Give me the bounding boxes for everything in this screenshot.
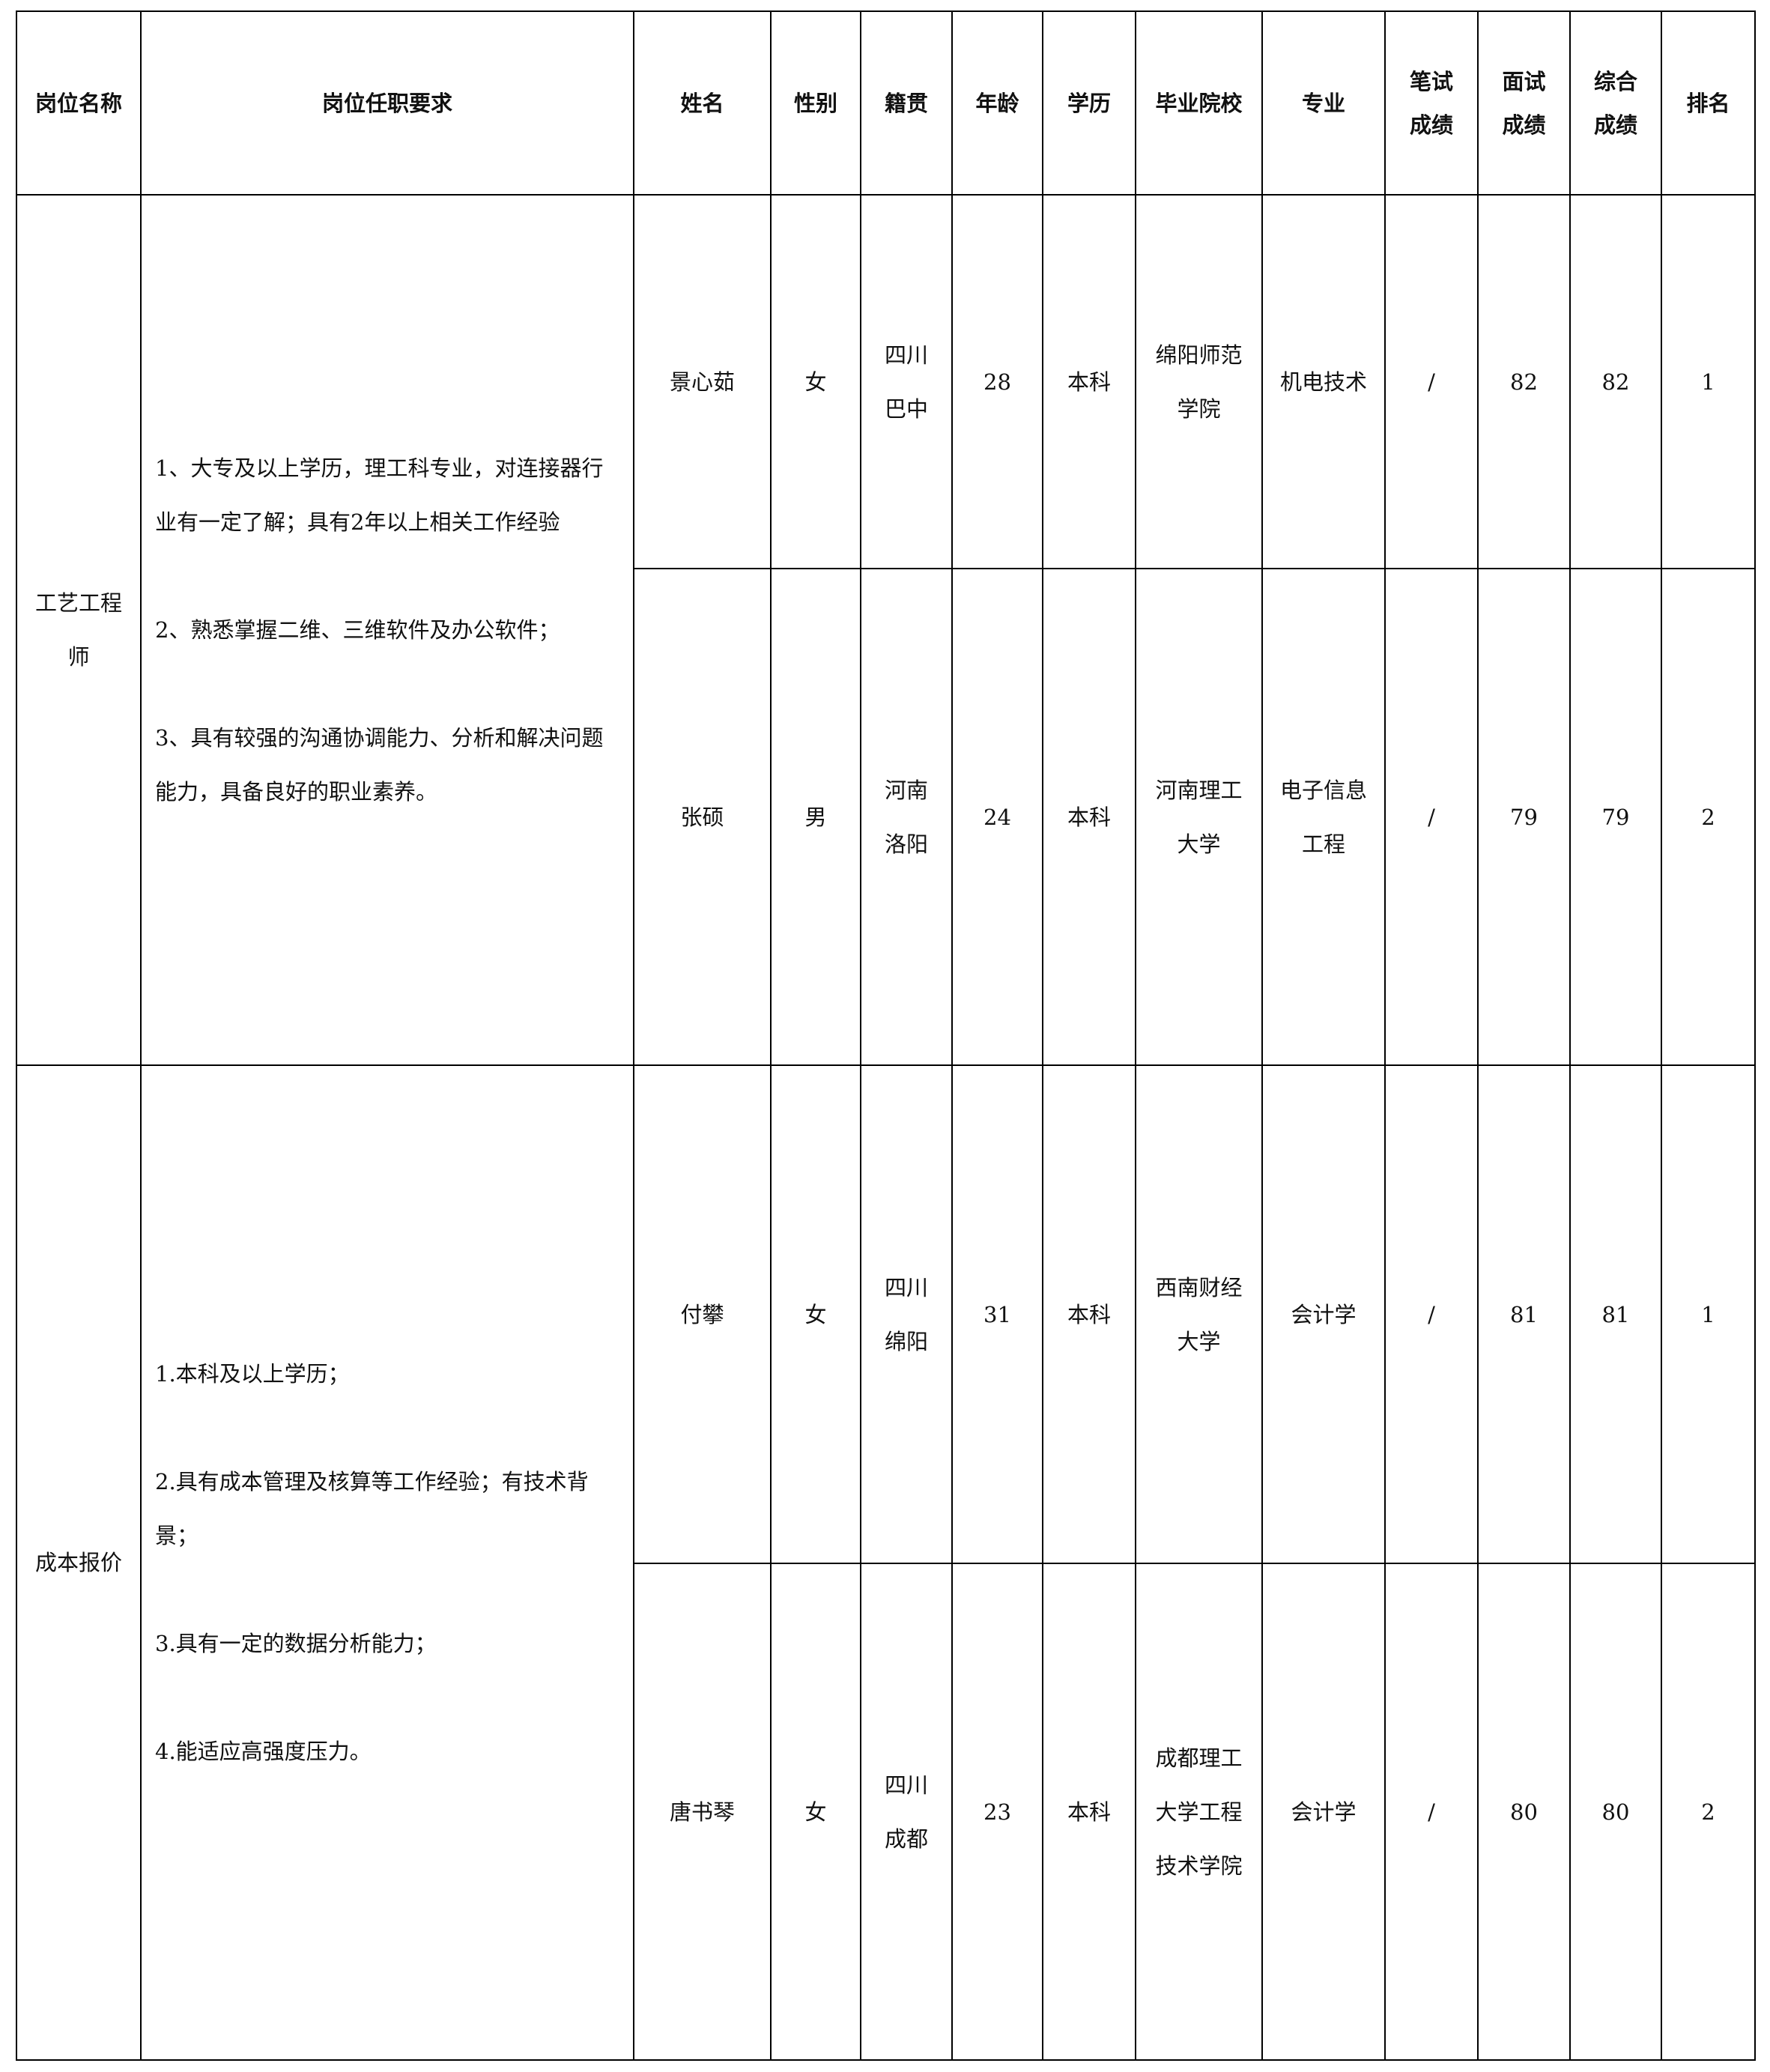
table-row: 唐书琴 女 四川 成都 23 本科 成都理工 大学工程 技术学院 会计学 / 8… [16,1563,1756,2061]
header-interview-score: 面试 成绩 [1477,10,1571,196]
candidate-major: 会计学 [1261,1563,1386,2061]
candidate-gender: 男 [770,568,861,1066]
requirement-item: 1.本科及以上学历； [155,1361,350,1387]
candidate-gender: 女 [770,1563,861,2061]
candidate-total-score: 80 [1569,1563,1662,2061]
candidate-major: 会计学 [1261,1064,1386,1564]
header-row: 岗位名称 岗位任职要求 姓名 性别 籍贯 年龄 学历 毕业院校 专业 笔试 成绩… [16,10,1756,196]
header-gender: 性别 [770,10,861,196]
candidate-school: 绵阳师范 学院 [1135,194,1263,569]
header-position: 岗位名称 [16,10,142,196]
candidate-written-score: / [1384,1563,1479,2061]
candidate-total-score: 82 [1569,194,1662,569]
requirement-item: 2.具有成本管理及核算等工作经验；有技术背景； [155,1469,589,1548]
candidate-written-score: / [1384,194,1479,569]
candidate-education: 本科 [1042,568,1136,1066]
header-education: 学历 [1042,10,1136,196]
candidate-name: 付攀 [633,1064,772,1564]
candidate-total-score: 81 [1569,1064,1662,1564]
candidate-name: 景心茹 [633,194,772,569]
requirement-item: 3、具有较强的沟通协调能力、分析和解决问题能力，具备良好的职业素养。 [155,725,604,805]
table-row: 张硕 男 河南 洛阳 24 本科 河南理工 大学 电子信息 工程 / 79 79… [16,568,1756,1066]
candidate-school: 西南财经 大学 [1135,1064,1263,1564]
candidate-age: 31 [951,1064,1043,1564]
candidate-age: 23 [951,1563,1043,2061]
requirement-item: 4.能适应高强度压力。 [155,1739,372,1764]
candidate-rank: 1 [1661,1064,1756,1564]
candidate-rank: 1 [1661,194,1756,569]
candidate-major: 机电技术 [1261,194,1386,569]
candidate-education: 本科 [1042,1064,1136,1564]
header-written-score: 笔试 成绩 [1384,10,1479,196]
candidate-age: 28 [951,194,1043,569]
candidate-gender: 女 [770,1064,861,1564]
table-row: 成本报价 1.本科及以上学历； 2.具有成本管理及核算等工作经验；有技术背景； … [16,1064,1756,2061]
candidate-education: 本科 [1042,194,1136,569]
candidate-interview-score: 81 [1477,1064,1571,1564]
candidate-rank: 2 [1661,1563,1756,2061]
header-name: 姓名 [633,10,772,196]
candidate-results-table: 岗位名称 岗位任职要求 姓名 性别 籍贯 年龄 学历 毕业院校 专业 笔试 成绩… [16,10,1756,2061]
candidate-origin: 四川 巴中 [860,194,953,569]
candidate-origin: 四川 成都 [860,1563,953,2061]
candidate-total-score: 79 [1569,568,1662,1066]
candidate-rank: 2 [1661,568,1756,1066]
candidate-age: 24 [951,568,1043,1066]
candidate-written-score: / [1384,1064,1479,1564]
header-requirements: 岗位任职要求 [140,10,634,196]
candidate-name: 唐书琴 [633,1563,772,2061]
candidate-school: 成都理工 大学工程 技术学院 [1135,1563,1263,2061]
candidate-name: 张硕 [633,568,772,1066]
position-title: 工艺工程 师 [16,194,142,1066]
candidate-interview-score: 79 [1477,568,1571,1066]
candidate-gender: 女 [770,194,861,569]
header-age: 年龄 [951,10,1043,196]
candidate-written-score: / [1384,568,1479,1066]
header-rank: 排名 [1661,10,1756,196]
candidate-origin: 河南 洛阳 [860,568,953,1066]
candidate-education: 本科 [1042,1563,1136,2061]
position-title: 成本报价 [16,1064,142,2061]
position-requirements: 1、大专及以上学历，理工科专业，对连接器行业有一定了解；具有2年以上相关工作经验… [140,194,634,1066]
header-school: 毕业院校 [1135,10,1263,196]
candidate-interview-score: 80 [1477,1563,1571,2061]
header-major: 专业 [1261,10,1386,196]
requirement-item: 3.具有一定的数据分析能力； [155,1631,437,1656]
candidate-school: 河南理工 大学 [1135,568,1263,1066]
candidate-interview-score: 82 [1477,194,1571,569]
header-total-score: 综合 成绩 [1569,10,1662,196]
position-requirements: 1.本科及以上学历； 2.具有成本管理及核算等工作经验；有技术背景； 3.具有一… [140,1064,634,2061]
candidate-major: 电子信息 工程 [1261,568,1386,1066]
header-origin: 籍贯 [860,10,953,196]
table-row: 工艺工程 师 1、大专及以上学历，理工科专业，对连接器行业有一定了解；具有2年以… [16,194,1756,1066]
requirement-item: 1、大专及以上学历，理工科专业，对连接器行业有一定了解；具有2年以上相关工作经验 [155,455,604,535]
candidate-origin: 四川 绵阳 [860,1064,953,1564]
requirement-item: 2、熟悉掌握二维、三维软件及办公软件； [155,617,560,643]
